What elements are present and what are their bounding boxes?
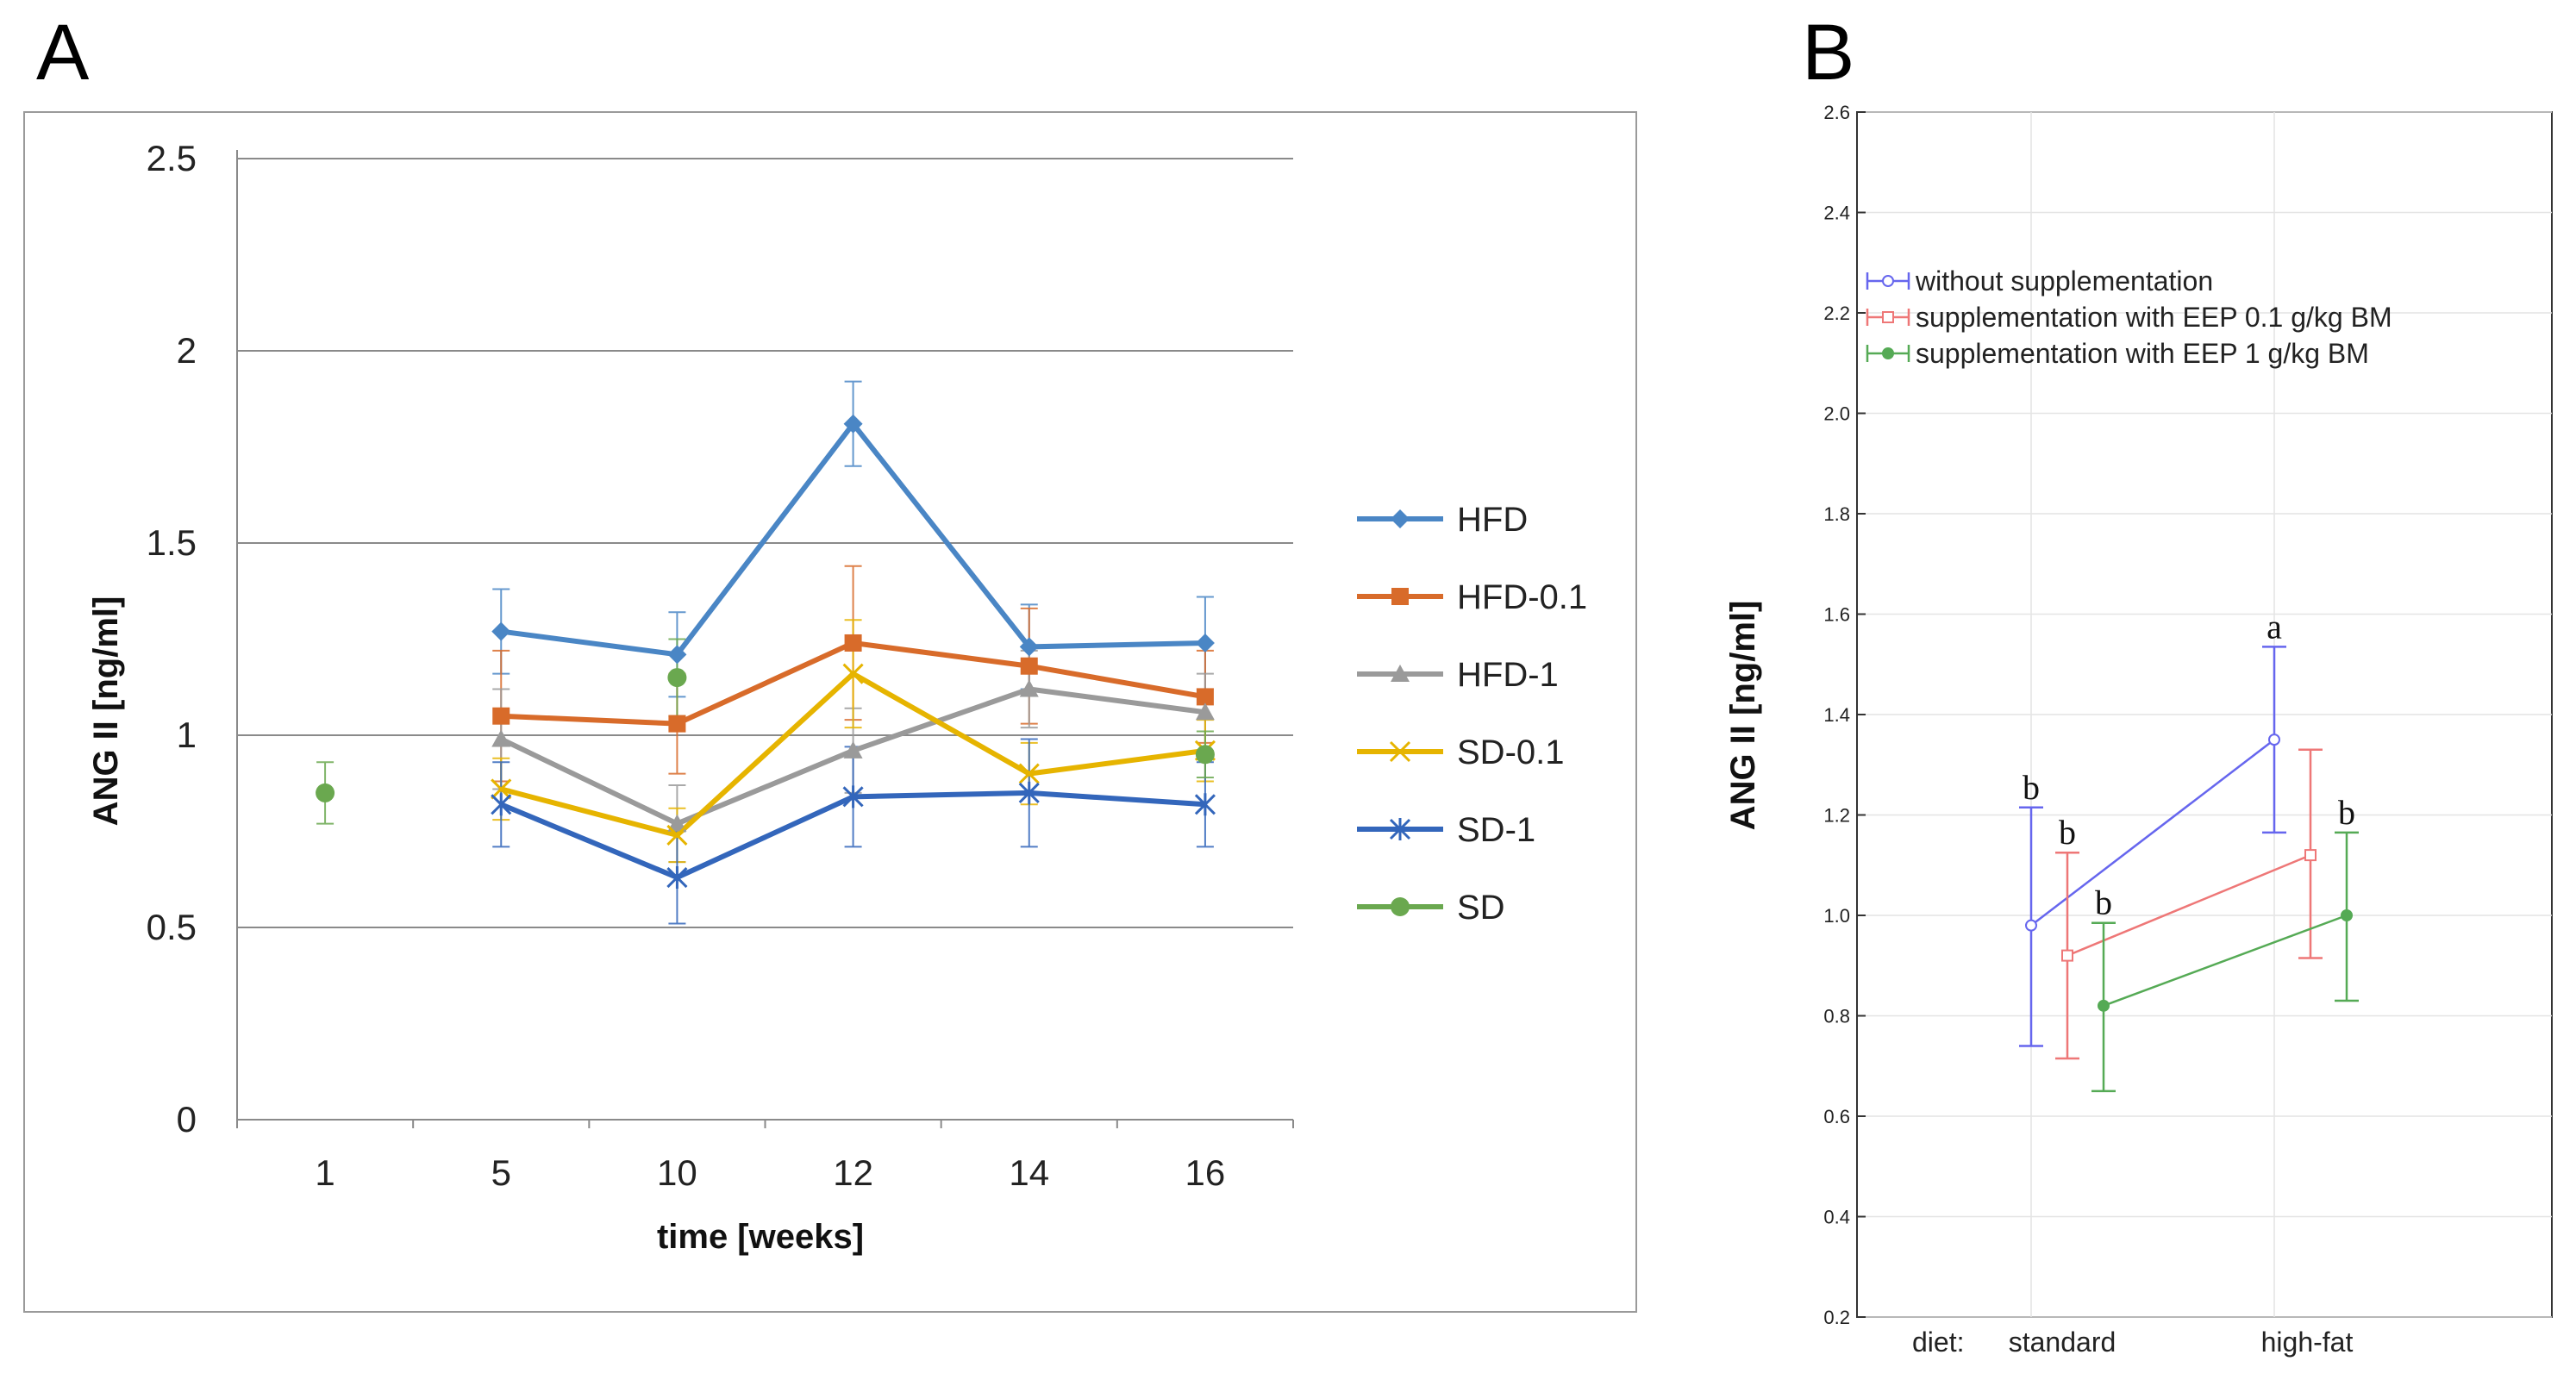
panel-b-y-tick: 1.2 — [1823, 805, 1850, 827]
panel-a-y-tick: 1 — [177, 715, 197, 755]
panel-a-point-sd — [667, 668, 687, 688]
panel-b-y-tick: 2.0 — [1823, 403, 1850, 425]
panel-a-y-tick: 0 — [177, 1099, 197, 1139]
panel-a-point-hfd — [491, 621, 511, 641]
panel-b-legend-label: supplementation with EEP 1 g/kg BM — [1916, 338, 2369, 369]
panel-b-y-tick: 1.6 — [1823, 604, 1850, 626]
panel-a-point-sd — [1195, 745, 1215, 765]
panel-a-point-hfd — [667, 645, 687, 665]
panel-a-x-tick: 14 — [1009, 1152, 1049, 1193]
panel-a-x-tick: 5 — [491, 1152, 511, 1193]
panel-a-point-hfd-0-1 — [1196, 688, 1214, 706]
panel-a-point-sd-1 — [842, 785, 864, 808]
panel-a-y-tick: 0.5 — [147, 907, 197, 947]
panel-a-legend-marker — [1391, 897, 1410, 916]
panel-b-y-tick: 1.0 — [1823, 905, 1850, 927]
panel-b-point-series-1 — [2025, 919, 2037, 932]
panel-a-x-tick: 1 — [315, 1152, 335, 1193]
panel-b-y-tick: 0.8 — [1823, 1006, 1850, 1027]
panel-a-point-hfd-1 — [1019, 679, 1039, 697]
panel-a-legend-label: SD-1 — [1457, 811, 1535, 849]
panel-a-point-sd-0-1 — [842, 663, 864, 684]
panel-a-legend-marker — [1391, 588, 1409, 605]
panel-b-y-tick: 1.4 — [1823, 704, 1850, 726]
panel-a-x-tick: 12 — [833, 1152, 873, 1193]
panel-a-legend-label: HFD-0.1 — [1457, 578, 1587, 616]
panel-a-legend-marker — [1389, 818, 1411, 840]
panel-b-chart: 0.2 0.4 0.6 0.8 1.0 1.2 1.4 1.6 1.8 2.0 2.2 2.4 2.6 s… — [1823, 102, 2553, 1358]
panel-b-line-series-2 — [2066, 853, 2311, 957]
panel-a-point-sd-0-1 — [1018, 763, 1040, 784]
panel-b-line-series-3 — [2103, 914, 2348, 1008]
panel-b-y-tick: 0.4 — [1823, 1207, 1850, 1228]
panel-a-point-sd — [316, 783, 335, 802]
panel-a-point-hfd-1 — [667, 814, 687, 832]
panel-b-y-tick: 0.6 — [1823, 1106, 1850, 1127]
panel-b-letter: B — [1802, 9, 1854, 97]
panel-a-point-hfd-0-1 — [1020, 657, 1038, 675]
panel-a-point-sd-0-1 — [666, 824, 688, 846]
panel-b-x-tick: high-fat — [2261, 1327, 2354, 1358]
panel-a-chart: 0 0.5 1 1.5 2 2.5 1 5 10 12 14 16 HFD HFD-0.1 HFD-1 SD-… — [147, 138, 1588, 1193]
panel-b-x-prefix: diet: — [1912, 1327, 1964, 1358]
panel-b-y-tick: 1.8 — [1823, 503, 1850, 525]
panel-a-point-hfd-1 — [491, 729, 511, 747]
panel-a-point-sd-1 — [1194, 793, 1216, 816]
panel-b-significance-letter: a — [2267, 607, 2282, 646]
panel-b-point-series-3 — [2341, 909, 2353, 921]
panel-b-legend-marker — [1882, 347, 1894, 359]
panel-b-significance-letter: b — [2059, 813, 2076, 852]
panel-b-point-series-1 — [2268, 734, 2280, 746]
panel-a-legend-label: HFD — [1457, 501, 1528, 539]
panel-a-point-hfd-0-1 — [668, 715, 686, 733]
panel-b-significance-letter: b — [2338, 793, 2355, 832]
panel-a-legend-marker — [1389, 740, 1411, 763]
panel-b-point-series-2 — [2061, 949, 2073, 962]
panel-a-point-hfd-0-1 — [844, 634, 862, 652]
panel-b-legend-label: without supplementation — [1915, 265, 2213, 297]
panel-a-legend-marker — [1391, 509, 1410, 528]
panel-b-y-tick: 2.4 — [1823, 203, 1850, 224]
panel-a-point-hfd — [1195, 633, 1215, 652]
panel-a-x-tick: 16 — [1185, 1152, 1226, 1193]
panel-b-legend-marker — [1882, 311, 1894, 323]
panel-a-point-sd-1 — [1018, 781, 1040, 804]
panel-a-frame — [23, 111, 1637, 1313]
panel-a-point-hfd — [1019, 637, 1039, 657]
panel-b-x-tick: standard — [2009, 1327, 2116, 1358]
panel-a-x-tick: 10 — [657, 1152, 697, 1193]
panel-a-y-axis-label: ANG II [ng/ml] — [87, 596, 125, 827]
panel-b-line-series-1 — [2030, 739, 2275, 927]
panel-a-legend-label: SD-0.1 — [1457, 734, 1565, 771]
panel-b-significance-letter: b — [2023, 768, 2040, 807]
panel-a-x-axis-label: time [weeks] — [657, 1218, 864, 1256]
panel-a-point-hfd-0-1 — [492, 707, 510, 725]
panel-a-point-sd-1 — [491, 793, 512, 816]
panel-b-legend-marker — [1882, 275, 1894, 287]
panel-a-point-sd-1 — [666, 866, 688, 890]
panel-a-point-hfd-1 — [843, 740, 863, 759]
panel-b-legend-label: supplementation with EEP 0.1 g/kg BM — [1916, 302, 2392, 333]
panel-b-y-tick: 2.2 — [1823, 303, 1850, 324]
panel-a-legend-marker — [1391, 665, 1410, 682]
panel-b-y-tick: 0.2 — [1823, 1307, 1850, 1328]
panel-a-y-tick: 2.5 — [147, 138, 197, 178]
panel-a-point-hfd — [843, 414, 863, 434]
panel-a-point-hfd-1 — [1195, 702, 1215, 721]
panel-a-legend-label: HFD-1 — [1457, 656, 1559, 694]
panel-a-y-tick: 1.5 — [147, 522, 197, 563]
panel-b-y-tick: 2.6 — [1823, 102, 1850, 123]
panel-a-letter: A — [36, 9, 90, 97]
panel-a-y-tick: 2 — [177, 330, 197, 371]
panel-b-point-series-2 — [2304, 849, 2317, 862]
panel-b-significance-letter: b — [2095, 883, 2112, 922]
panel-a-legend-label: SD — [1457, 889, 1505, 927]
panel-b-y-axis-label: ANG II [ng/ml] — [1724, 601, 1762, 831]
panel-b-point-series-3 — [2098, 999, 2110, 1012]
panel-a-point-sd-0-1 — [491, 778, 512, 800]
